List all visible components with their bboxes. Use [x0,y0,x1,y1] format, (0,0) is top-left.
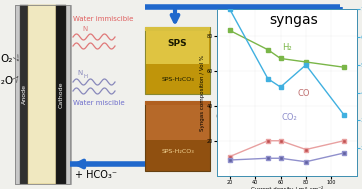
Text: Cathode: Cathode [59,81,63,108]
Bar [66,5,71,184]
Bar [146,28,209,64]
Text: syngas: syngas [269,13,318,27]
Y-axis label: Syngas composition / Vol %: Syngas composition / Vol % [201,55,205,131]
Text: N: N [83,26,88,32]
Bar [20,5,28,184]
Text: SPS-H₂CO₃: SPS-H₂CO₃ [161,149,194,154]
Text: CO: CO [297,89,310,98]
Text: SPS: SPS [168,39,187,48]
Bar [146,102,209,139]
Bar [15,5,20,184]
Text: CO₂: CO₂ [215,110,241,124]
Text: + HCO₃⁻: + HCO₃⁻ [75,170,117,180]
Text: H: H [84,74,88,78]
Text: N: N [77,70,83,76]
Bar [145,101,210,105]
Text: O₂: O₂ [1,54,13,64]
Text: SPS-H₂CO₃: SPS-H₂CO₃ [161,77,194,82]
Bar [28,5,56,184]
Text: H₂: H₂ [282,43,292,52]
Bar [145,27,210,31]
Text: Anode: Anode [21,84,26,105]
Text: Water immiscible: Water immiscible [73,16,133,22]
Text: H₂O: H₂O [0,76,13,86]
Bar [145,101,210,171]
X-axis label: Current density / mA cm⁻²: Current density / mA cm⁻² [251,186,323,189]
Text: CO₂: CO₂ [282,113,298,122]
Text: Water miscible: Water miscible [73,100,125,106]
Bar [56,5,66,184]
Bar [145,27,210,94]
Bar [15,5,70,184]
